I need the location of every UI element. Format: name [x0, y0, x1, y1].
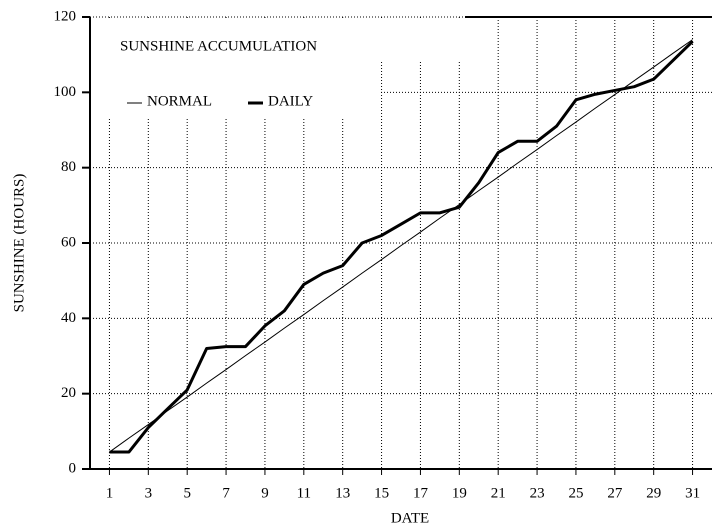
x-tick-label: 27 [607, 485, 623, 501]
y-tick-label: 20 [61, 385, 76, 401]
x-tick-label: 19 [452, 485, 467, 501]
legend-label: NORMAL [147, 93, 212, 109]
x-tick-label: 31 [685, 485, 700, 501]
x-tick-label: 25 [568, 485, 583, 501]
y-tick-label: 60 [61, 234, 76, 250]
y-tick-label: 40 [61, 310, 76, 326]
x-tick-label: 1 [106, 485, 114, 501]
x-tick-label: 21 [491, 485, 506, 501]
x-tick-label: 7 [222, 485, 230, 501]
x-tick-label: 15 [374, 485, 389, 501]
x-tick-label: 23 [530, 485, 545, 501]
x-tick-label: 3 [145, 485, 153, 501]
x-axis-label: DATE [391, 510, 429, 526]
y-axis-label: SUNSHINE (HOURS) [11, 174, 27, 313]
y-tick-label: 120 [54, 8, 77, 24]
y-tick-label: 80 [61, 159, 76, 175]
chart-title: SUNSHINE ACCUMULATION [120, 38, 317, 54]
x-tick-label: 13 [335, 485, 350, 501]
x-tick-label: 9 [261, 485, 269, 501]
x-tick-label: 5 [183, 485, 191, 501]
x-tick-label: 29 [646, 485, 661, 501]
y-tick-label: 100 [54, 84, 77, 100]
x-tick-label: 17 [413, 485, 429, 501]
y-tick-label: 0 [69, 460, 77, 476]
x-tick-label: 11 [297, 485, 311, 501]
legend-box [91, 18, 380, 118]
line-0 [109, 39, 693, 453]
line-1 [109, 40, 694, 454]
legend-label: DAILY [268, 93, 313, 109]
